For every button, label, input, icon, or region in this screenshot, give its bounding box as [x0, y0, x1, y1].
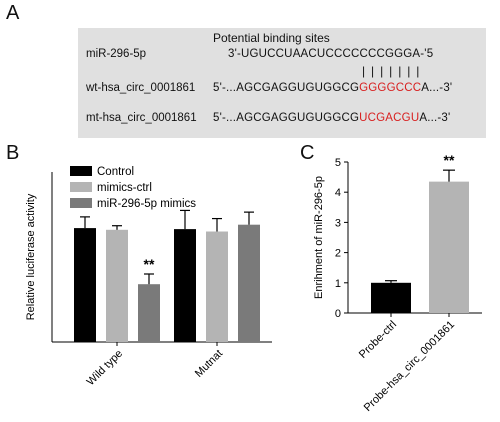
mt-seq-site: UCGACGU [359, 112, 420, 124]
legend-swatch-mir-296-5p-mimics [70, 198, 92, 208]
c-x-tick-label-probe-ctrl: Probe-ctrl [357, 319, 399, 361]
panel-b-letter: B [6, 142, 20, 164]
legend-swatch-control [70, 166, 92, 176]
legend-label-mir-296-5p-mimics: miR-296-5p mimics [97, 198, 196, 210]
wt-seq-suffix: A...-3' [421, 82, 453, 94]
bar-mutnat-mimics-ctrl [206, 231, 228, 342]
mt-seq-prefix: 5'-...AGCGAGGUGUGGCG [213, 112, 360, 124]
c-y-axis-label: Enrihment of miR-296-5p [313, 176, 325, 299]
bar-mutnat-mir-296-5p-mimics [238, 224, 260, 342]
binding-sites-box [78, 28, 486, 138]
significance-marker: ** [144, 256, 155, 272]
legend-swatch-mimics-ctrl [70, 182, 92, 192]
c-bar-probe-hsa-circ-0001861 [429, 181, 469, 313]
bar-mutnat-control [174, 229, 196, 342]
c-y-tick-label-2: 2 [335, 248, 341, 260]
y-axis-label: Relative luciferase activity [25, 193, 37, 320]
mirna-sequence-text: 3'-UGUCCUAACUCCCCCCCGGGA-'5 [228, 48, 434, 60]
wt-sequence: 5'-...AGCGAGGUGUGGCGGGGGCCCA...-3' [213, 82, 452, 94]
c-y-tick-label-1: 1 [335, 278, 341, 290]
panel-c-letter: C [300, 142, 315, 164]
pairing-marks: | | | | | | | [362, 64, 421, 78]
bar-wild-type-mimics-ctrl [106, 229, 128, 342]
mirna-label: miR-296-5p [86, 48, 147, 60]
panel-a-letter: A [6, 2, 20, 24]
wt-seq-prefix: 5'-...AGCGAGGUGUGGCG [213, 82, 360, 94]
c-y-tick-label-3: 3 [335, 217, 341, 229]
mirna-sequence: 3'-UGUCCUAACUCCCCCCCGGGA-'5 [228, 48, 433, 60]
mt-sequence: 5'-...AGCGAGGUGUGGCGUCGACGUA...-3' [213, 112, 450, 124]
c-bar-probe-ctrl [371, 282, 411, 313]
c-y-tick-label-5: 5 [335, 157, 341, 169]
mt-seq-suffix: A...-3' [419, 112, 451, 124]
c-y-tick-label-0: 0 [335, 308, 341, 320]
c-x-tick-label-probe-hsa-circ-0001861: Probe-hsa_circ_0001861 [362, 319, 457, 414]
mt-label: mt-hsa_circ_0001861 [86, 112, 197, 124]
legend-label-control: Control [97, 166, 134, 178]
wt-label: wt-hsa_circ_0001861 [86, 82, 196, 94]
x-tick-label-wild-type: Wild type [85, 348, 125, 388]
bar-wild-type-mir-296-5p-mimics [138, 284, 160, 342]
legend-label-mimics-ctrl: mimics-ctrl [97, 182, 152, 194]
c-significance-marker: ** [444, 152, 455, 168]
x-tick-label-mutnat: Mutnat [193, 348, 225, 380]
wt-seq-site: GGGGCCC [359, 82, 422, 94]
c-y-tick-label-4: 4 [335, 187, 341, 199]
binding-sites-header: Potential binding sites [213, 31, 330, 45]
bar-wild-type-control [74, 228, 96, 342]
